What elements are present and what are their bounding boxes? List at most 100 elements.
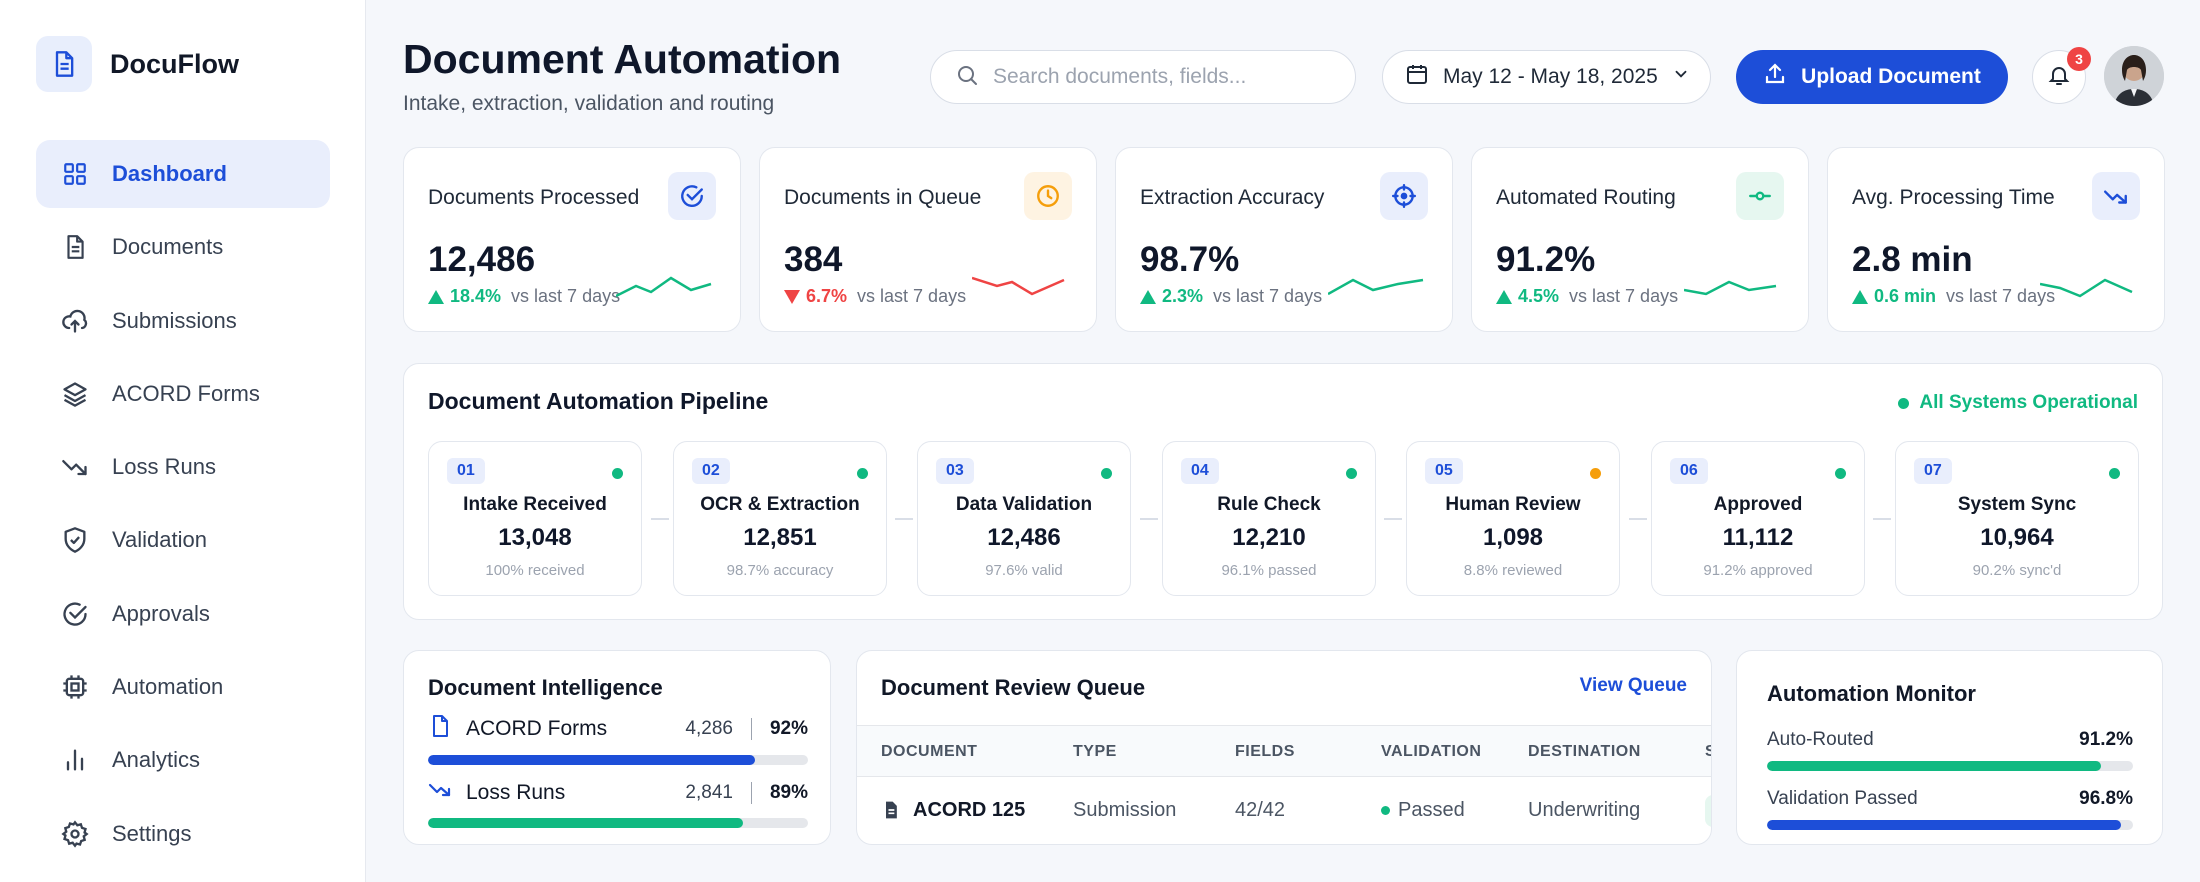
date-range-picker[interactable]: May 12 - May 18, 2025 [1382,50,1711,104]
sidebar-item-analytics[interactable]: Analytics [36,726,330,794]
notifications-button[interactable]: 3 [2032,47,2091,104]
pipeline-stage[interactable]: 01 Intake Received 13,048 100% received [428,441,642,596]
intelligence-row-loss-runs[interactable]: Loss Runs 2,841 89% [428,778,808,828]
column-header-validation[interactable]: VALIDATION [1381,743,1482,760]
stage-number: 03 [936,458,974,484]
sidebar-item-acord-forms[interactable]: ACORD Forms [36,360,330,428]
clock-icon [1024,172,1072,220]
monitor-row-validation-passed[interactable]: Validation Passed 96.8% [1767,788,2133,830]
sidebar-item-loss-runs[interactable]: Loss Runs [36,433,330,501]
notification-badge: 3 [2067,47,2091,71]
kpi-label: Extraction Accuracy [1140,186,1325,209]
kpi-compare: vs last 7 days [1946,286,2056,306]
document-icon [881,799,901,827]
stage-sub: 100% received [485,562,585,579]
monitor-title: Automation Monitor [1767,681,1976,706]
kpi-automated-routing[interactable]: Automated Routing 91.2% 4.5% vs last 7 d… [1471,147,1809,332]
column-header-document[interactable]: DOCUMENT [881,743,978,760]
stage-value: 1,098 [1482,524,1544,551]
grid-icon [60,159,90,189]
kpi-delta-value: 0.6 min [1874,286,1937,306]
stage-sub: 98.7% accuracy [726,562,834,579]
table-header: DOCUMENT TYPE FIELDS VALIDATION DESTINAT… [857,725,1711,777]
status-dot [1381,806,1390,815]
bar-chart-icon [60,745,90,775]
gear-icon [60,819,90,849]
arrow-down-icon [784,289,800,304]
kpi-delta: 2.3% vs last 7 days [1140,286,1322,307]
upload-label: Upload Document [1801,65,1981,88]
monitor-value: 91.2% [2079,729,2133,750]
kpi-value: 12,486 [428,240,536,279]
chevron-down-icon [1672,65,1690,89]
cloud-upload-icon [60,306,90,336]
upload-document-button[interactable]: Upload Document [1736,50,2008,104]
route-icon [1736,172,1784,220]
system-status: All Systems Operational [1898,392,2138,414]
pipeline-stage[interactable]: 02 OCR & Extraction 12,851 98.7% accurac… [673,441,887,596]
stage-connector [1629,518,1647,520]
kpi-delta: 0.6 min vs last 7 days [1852,286,2055,307]
pipeline-stage[interactable]: 04 Rule Check 12,210 96.1% passed [1162,441,1376,596]
sidebar-item-documents[interactable]: Documents [36,213,330,281]
cell-fields: 42/42 [1235,799,1286,821]
stage-number: 04 [1181,458,1219,484]
sidebar-item-label: Validation [112,527,207,553]
kpi-value: 2.8 min [1852,240,1973,279]
cell-type: Submission [1073,799,1177,821]
arrow-up-icon [1140,289,1156,304]
intelligence-row-acord[interactable]: ACORD Forms 4,286 92% [428,713,808,765]
arrow-up-icon [1852,289,1868,304]
sidebar-item-submissions[interactable]: Submissions [36,287,330,355]
search-box[interactable] [930,50,1356,104]
pipeline-stage[interactable]: 07 System Sync 10,964 90.2% sync'd [1895,441,2139,596]
pipeline-stage[interactable]: 03 Data Validation 12,486 97.6% valid [917,441,1131,596]
pipeline-stage[interactable]: 06 Approved 11,112 91.2% approved [1651,441,1865,596]
sidebar-item-approvals[interactable]: Approvals [36,580,330,648]
kpi-value: 384 [784,240,843,279]
stage-value: 12,486 [987,524,1061,551]
kpi-label: Documents Processed [428,186,640,209]
stage-sub: 96.1% passed [1221,562,1317,579]
kpi-avg-processing-time[interactable]: Avg. Processing Time 2.8 min 0.6 min vs … [1827,147,2165,332]
stage-sub: 8.8% reviewed [1463,562,1563,579]
sidebar-item-validation[interactable]: Validation [36,506,330,574]
column-header-type[interactable]: TYPE [1073,743,1117,760]
search-input[interactable] [993,65,1333,89]
stage-status-dot [1590,468,1601,479]
pipeline-stage[interactable]: 05 Human Review 1,098 8.8% reviewed [1406,441,1620,596]
kpi-extraction-accuracy[interactable]: Extraction Accuracy 98.7% 2.3% vs last 7… [1115,147,1453,332]
table-row[interactable]: ACORD 125 Submission 42/42 Passed Underw… [857,777,1711,844]
kpi-documents-in-queue[interactable]: Documents in Queue 384 6.7% vs last 7 da… [759,147,1097,332]
stage-name: Intake Received [463,494,607,515]
stage-status-dot [612,468,623,479]
stage-connector [895,518,913,520]
page-subtitle: Intake, extraction, validation and routi… [403,92,775,115]
progress-track [1767,761,2133,771]
avatar[interactable] [2104,46,2164,106]
stage-connector [1384,518,1402,520]
view-queue-link[interactable]: View Queue [1579,675,1687,696]
column-header-fields[interactable]: FIELDS [1235,743,1295,760]
stage-number: 01 [447,458,485,484]
sidebar-item-label: Automation [112,674,224,700]
sidebar-item-automation[interactable]: Automation [36,653,330,721]
stage-number: 06 [1670,458,1708,484]
kpi-delta-value: 4.5% [1518,286,1560,306]
progress-fill [1767,761,2101,771]
sidebar-item-dashboard[interactable]: Dashboard [36,140,330,208]
intelligence-label: Loss Runs [466,781,566,804]
column-header-status[interactable]: S [1705,743,1711,761]
monitor-row-auto-routed[interactable]: Auto-Routed 91.2% [1767,729,2133,771]
monitor-label: Auto-Routed [1767,729,1874,750]
sidebar-item-settings[interactable]: Settings [36,800,330,868]
column-header-destination[interactable]: DESTINATION [1528,743,1641,760]
stage-name: Data Validation [955,494,1093,515]
kpi-documents-processed[interactable]: Documents Processed 12,486 18.4% vs last… [403,147,741,332]
cell-document: ACORD 125 [913,799,1026,821]
stage-connector [1873,518,1891,520]
kpi-compare: vs last 7 days [857,286,967,306]
stage-status-dot [2109,468,2120,479]
brand[interactable]: DocuFlow [36,36,239,92]
cell-destination: Underwriting [1528,799,1641,821]
